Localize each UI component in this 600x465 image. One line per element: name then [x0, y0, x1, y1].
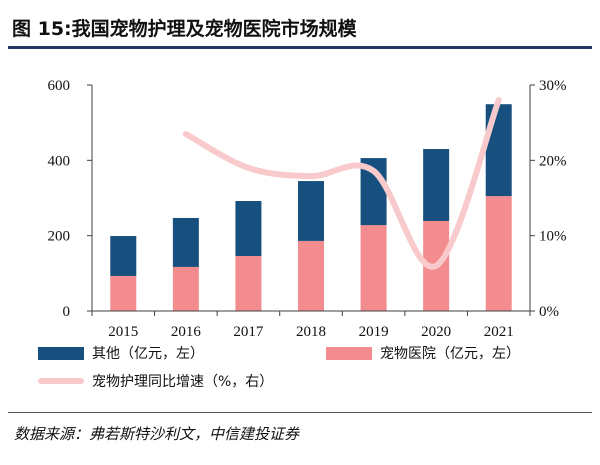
legend-label-pet-hospital: 宠物医院（亿元，左） [380, 346, 520, 362]
axes-layer [87, 84, 535, 316]
bar-other-2018 [298, 181, 324, 241]
line-pet-care-growth [182, 97, 502, 270]
right-axis-tick-label: 10% [539, 229, 567, 245]
data-source-note: 数据来源：弗若斯特沙利文，中信建投证券 [14, 425, 300, 443]
bar-other-2015 [110, 236, 137, 276]
left-axis-tick-label: 400 [48, 153, 71, 169]
left-axis-tick-label: 200 [48, 229, 71, 245]
bar-pet-hospital-2016 [172, 266, 199, 311]
bar-other-2017 [235, 201, 262, 256]
legend-swatch-other [38, 346, 84, 360]
bar-pet-hospital-2015 [110, 275, 137, 311]
legend-swatch-pet-care-growth [38, 378, 84, 384]
figure-title: 图 15:我国宠物护理及宠物医院市场规模 [12, 18, 357, 40]
x-axis-category-label: 2020 [421, 324, 451, 340]
right-axis-tick-label: 20% [539, 153, 567, 169]
legend-item-pet-care-growth: 宠物护理同比增速（%，右） [38, 371, 273, 391]
bar-pet-hospital-2019 [360, 225, 387, 311]
legend-item-pet-hospital: 宠物医院（亿元，左） [326, 343, 520, 363]
x-axis-category-label: 2015 [108, 324, 138, 340]
right-axis-tick-label: 0% [539, 304, 559, 320]
legend-item-other: 其他（亿元，左） [38, 343, 204, 363]
legend-label-pet-care-growth: 宠物护理同比增速（%，右） [92, 374, 274, 390]
growth-line-layer [182, 97, 502, 270]
x-axis-category-label: 2021 [484, 324, 514, 340]
x-axis-category-label: 2017 [233, 324, 264, 340]
legend-swatch-pet-hospital [326, 346, 372, 360]
title-underline [8, 46, 592, 49]
x-axis-category-label: 2018 [296, 324, 326, 340]
bar-pet-hospital-2018 [298, 240, 324, 311]
axis-labels-layer: 0 200 400 600 0% 10% 20% 30% 2015 2016 2017 2018 201… [48, 78, 567, 340]
bars-layer [110, 104, 512, 311]
left-axis-tick-label: 0 [63, 304, 71, 320]
x-axis-category-label: 2019 [359, 324, 389, 340]
source-divider [8, 412, 592, 413]
bar-pet-hospital-2021 [485, 196, 512, 311]
left-axis-tick-label: 600 [48, 78, 71, 94]
x-axis-category-label: 2016 [171, 324, 202, 340]
right-axis-tick-label: 30% [539, 78, 567, 94]
bar-other-2020 [423, 149, 450, 221]
bar-pet-hospital-2017 [235, 256, 262, 311]
bar-other-2016 [172, 217, 199, 267]
legend-label-other: 其他（亿元，左） [92, 346, 204, 362]
bar-other-2021 [485, 104, 512, 197]
